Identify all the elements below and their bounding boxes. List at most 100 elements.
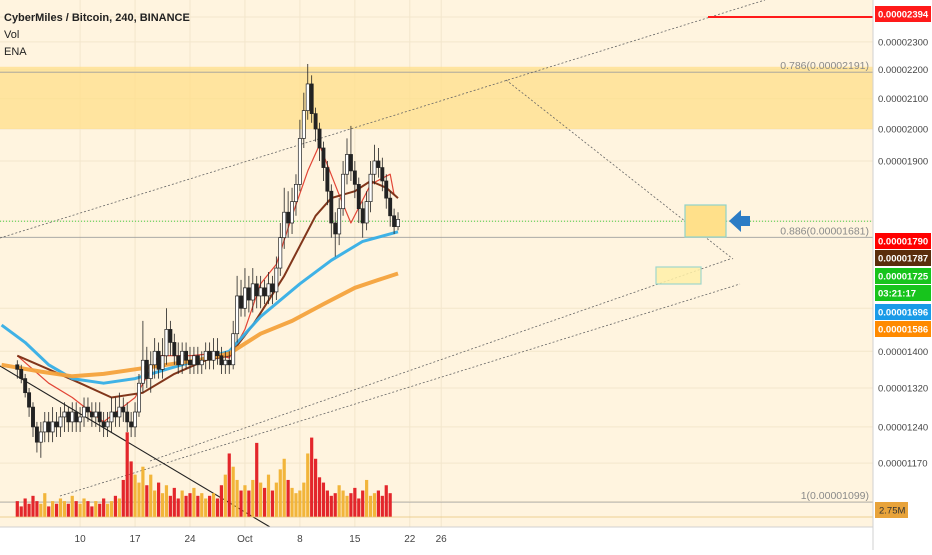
volume-bar [223,474,227,517]
volume-bar [82,498,86,517]
volume-bar [133,474,137,517]
volume-bar [70,495,74,517]
candle-body [290,201,295,224]
price-tick-label: 0.00001900 [878,156,928,167]
volume-bar [270,490,275,517]
candle-body [392,215,397,227]
volume-bar [274,482,278,517]
candle-body [341,173,346,210]
volume-bar [368,495,373,517]
time-axis-background [0,527,873,550]
volume-bar [54,503,59,517]
candle-body [368,173,373,202]
price-badge-label: 0.00002394 [878,10,929,21]
candle-body [207,350,212,361]
volume-bar [98,503,102,517]
price-badge-label: 0.00001696 [878,308,928,319]
volume-bar [211,493,216,517]
candle-body [180,350,185,366]
time-tick-label: 26 [436,534,448,545]
candle-body [337,208,342,235]
candle-body [211,350,216,361]
indicator-ena-label: ENA [4,46,27,58]
candle-body [156,350,161,370]
price-badge-label: 0.00001725 [878,272,929,283]
volume-bar [365,479,369,517]
volume-bar [341,490,345,517]
volume-bar [317,477,322,517]
volume-bar [200,493,204,517]
volume-bar [62,501,66,517]
candle-body [297,138,302,185]
indicator-vol-label: Vol [4,29,20,41]
volume-bar [176,498,180,517]
volume-bar [160,493,165,517]
volume-bar [188,493,192,517]
candle-body [231,333,236,366]
candle-body [97,411,102,423]
price-tick-label: 0.00001400 [878,347,928,358]
volume-bar [172,487,176,517]
volume-bar [58,498,63,517]
lower-channel-line [59,283,741,497]
candle-body [38,431,43,443]
candle-body [46,421,51,433]
volume-bar [137,482,141,517]
target-box [684,204,727,238]
candle-body [352,170,357,185]
volume-bar [47,506,51,517]
candle-body [195,355,200,366]
candle-body [140,359,145,384]
volume-bar [109,501,114,517]
candle-body [262,287,267,297]
candle-body [396,219,400,227]
candle-body [62,411,67,418]
volume-bar [314,458,318,517]
volume-bar [121,479,125,517]
volume-bar [298,490,302,517]
candle-body [294,184,298,202]
volume-bar [117,498,121,517]
price-badge [875,233,931,249]
volume-bar [145,485,149,517]
candle-body [254,283,259,297]
candle-body [223,359,228,366]
volume-bar [384,485,388,517]
candle-body [282,211,287,239]
candle-body [348,154,353,172]
candle-body [70,411,75,423]
volume-bar [231,466,235,517]
volume-bar [302,482,306,517]
time-tick-label: 24 [184,534,196,545]
volume-bar [15,501,19,517]
candle-body [270,283,275,293]
candle-body [345,154,349,175]
price-badge [875,304,931,320]
volume-bar [204,498,208,517]
candle-body [54,421,59,428]
candle-body [133,411,137,428]
volume-bar [333,493,337,517]
candle-body [219,355,224,366]
volume-bar [353,487,357,517]
candle-body [188,359,192,366]
candle-body [23,378,28,394]
price-tick-label: 0.00002000 [878,125,928,136]
candle-body [50,421,55,433]
candle-body [199,359,204,366]
candle-body [266,283,271,297]
volume-bar [345,495,349,517]
volume-bar [337,485,341,517]
volume-bar [286,479,290,517]
volume-bar [294,493,298,517]
chart-legend: CyberMiles / Bitcoin, 240, BINANCE Vol E… [4,10,190,61]
volume-badge [875,502,908,518]
entry-box [655,266,702,285]
candle-body [93,411,98,418]
arrow-left-icon [729,210,750,232]
volume-bar [141,466,145,517]
volume-bar [227,453,231,517]
volume-bar [235,479,239,517]
